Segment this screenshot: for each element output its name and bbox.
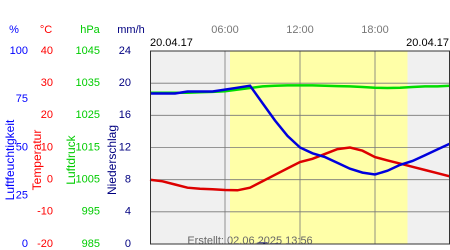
y-tick-label: 12 — [119, 141, 131, 153]
y-tick-label: 8 — [125, 174, 131, 186]
axis-title: Luftdruck — [64, 134, 78, 184]
series-line — [150, 84, 450, 176]
y-tick-label: 20 — [41, 109, 53, 121]
y-tick-label: 985 — [82, 238, 100, 250]
axis-title: Temperatur — [30, 130, 44, 191]
x-tick-label: 18:00 — [361, 24, 389, 36]
y-tick-label: 4 — [125, 206, 131, 218]
precip-bar — [257, 242, 268, 244]
y-tick-label: 50 — [16, 141, 28, 153]
y-tick-label: 1005 — [76, 174, 100, 186]
y-tick-label: 0 — [47, 174, 53, 186]
x-tick-label: 12:00 — [286, 24, 314, 36]
y-tick-label: 24 — [119, 45, 131, 57]
axis-unit: % — [9, 24, 19, 36]
y-tick-label: 0 — [125, 238, 131, 250]
y-tick-label: -10 — [37, 206, 53, 218]
date-left: 20.04.17 — [150, 37, 193, 49]
x-tick-label: 06:00 — [211, 24, 239, 36]
axis-title: Niederschlag — [105, 125, 119, 195]
footer: Erstellt: 02.06.2025 13:56 — [187, 235, 312, 247]
y-tick-label: 1045 — [76, 45, 100, 57]
y-tick-label: 10 — [41, 141, 53, 153]
axis-unit: hPa — [80, 24, 100, 36]
y-tick-label: 995 — [82, 206, 100, 218]
axis-unit: °C — [40, 24, 52, 36]
y-tick-label: 100 — [10, 45, 28, 57]
y-tick-label: 0 — [22, 238, 28, 250]
y-tick-label: -20 — [37, 238, 53, 250]
y-tick-label: 30 — [41, 77, 53, 89]
axis-title: Luftfeuchtigkeit — [3, 119, 17, 200]
date-right: 20.04.17 — [406, 37, 449, 49]
y-tick-label: 75 — [16, 93, 28, 105]
y-tick-label: 25 — [16, 190, 28, 202]
axis-unit: mm/h — [117, 24, 145, 36]
y-tick-label: 40 — [41, 45, 53, 57]
y-tick-label: 1035 — [76, 77, 100, 89]
y-tick-label: 1015 — [76, 141, 100, 153]
y-tick-label: 16 — [119, 109, 131, 121]
y-tick-label: 20 — [119, 77, 131, 89]
y-tick-label: 1025 — [76, 109, 100, 121]
